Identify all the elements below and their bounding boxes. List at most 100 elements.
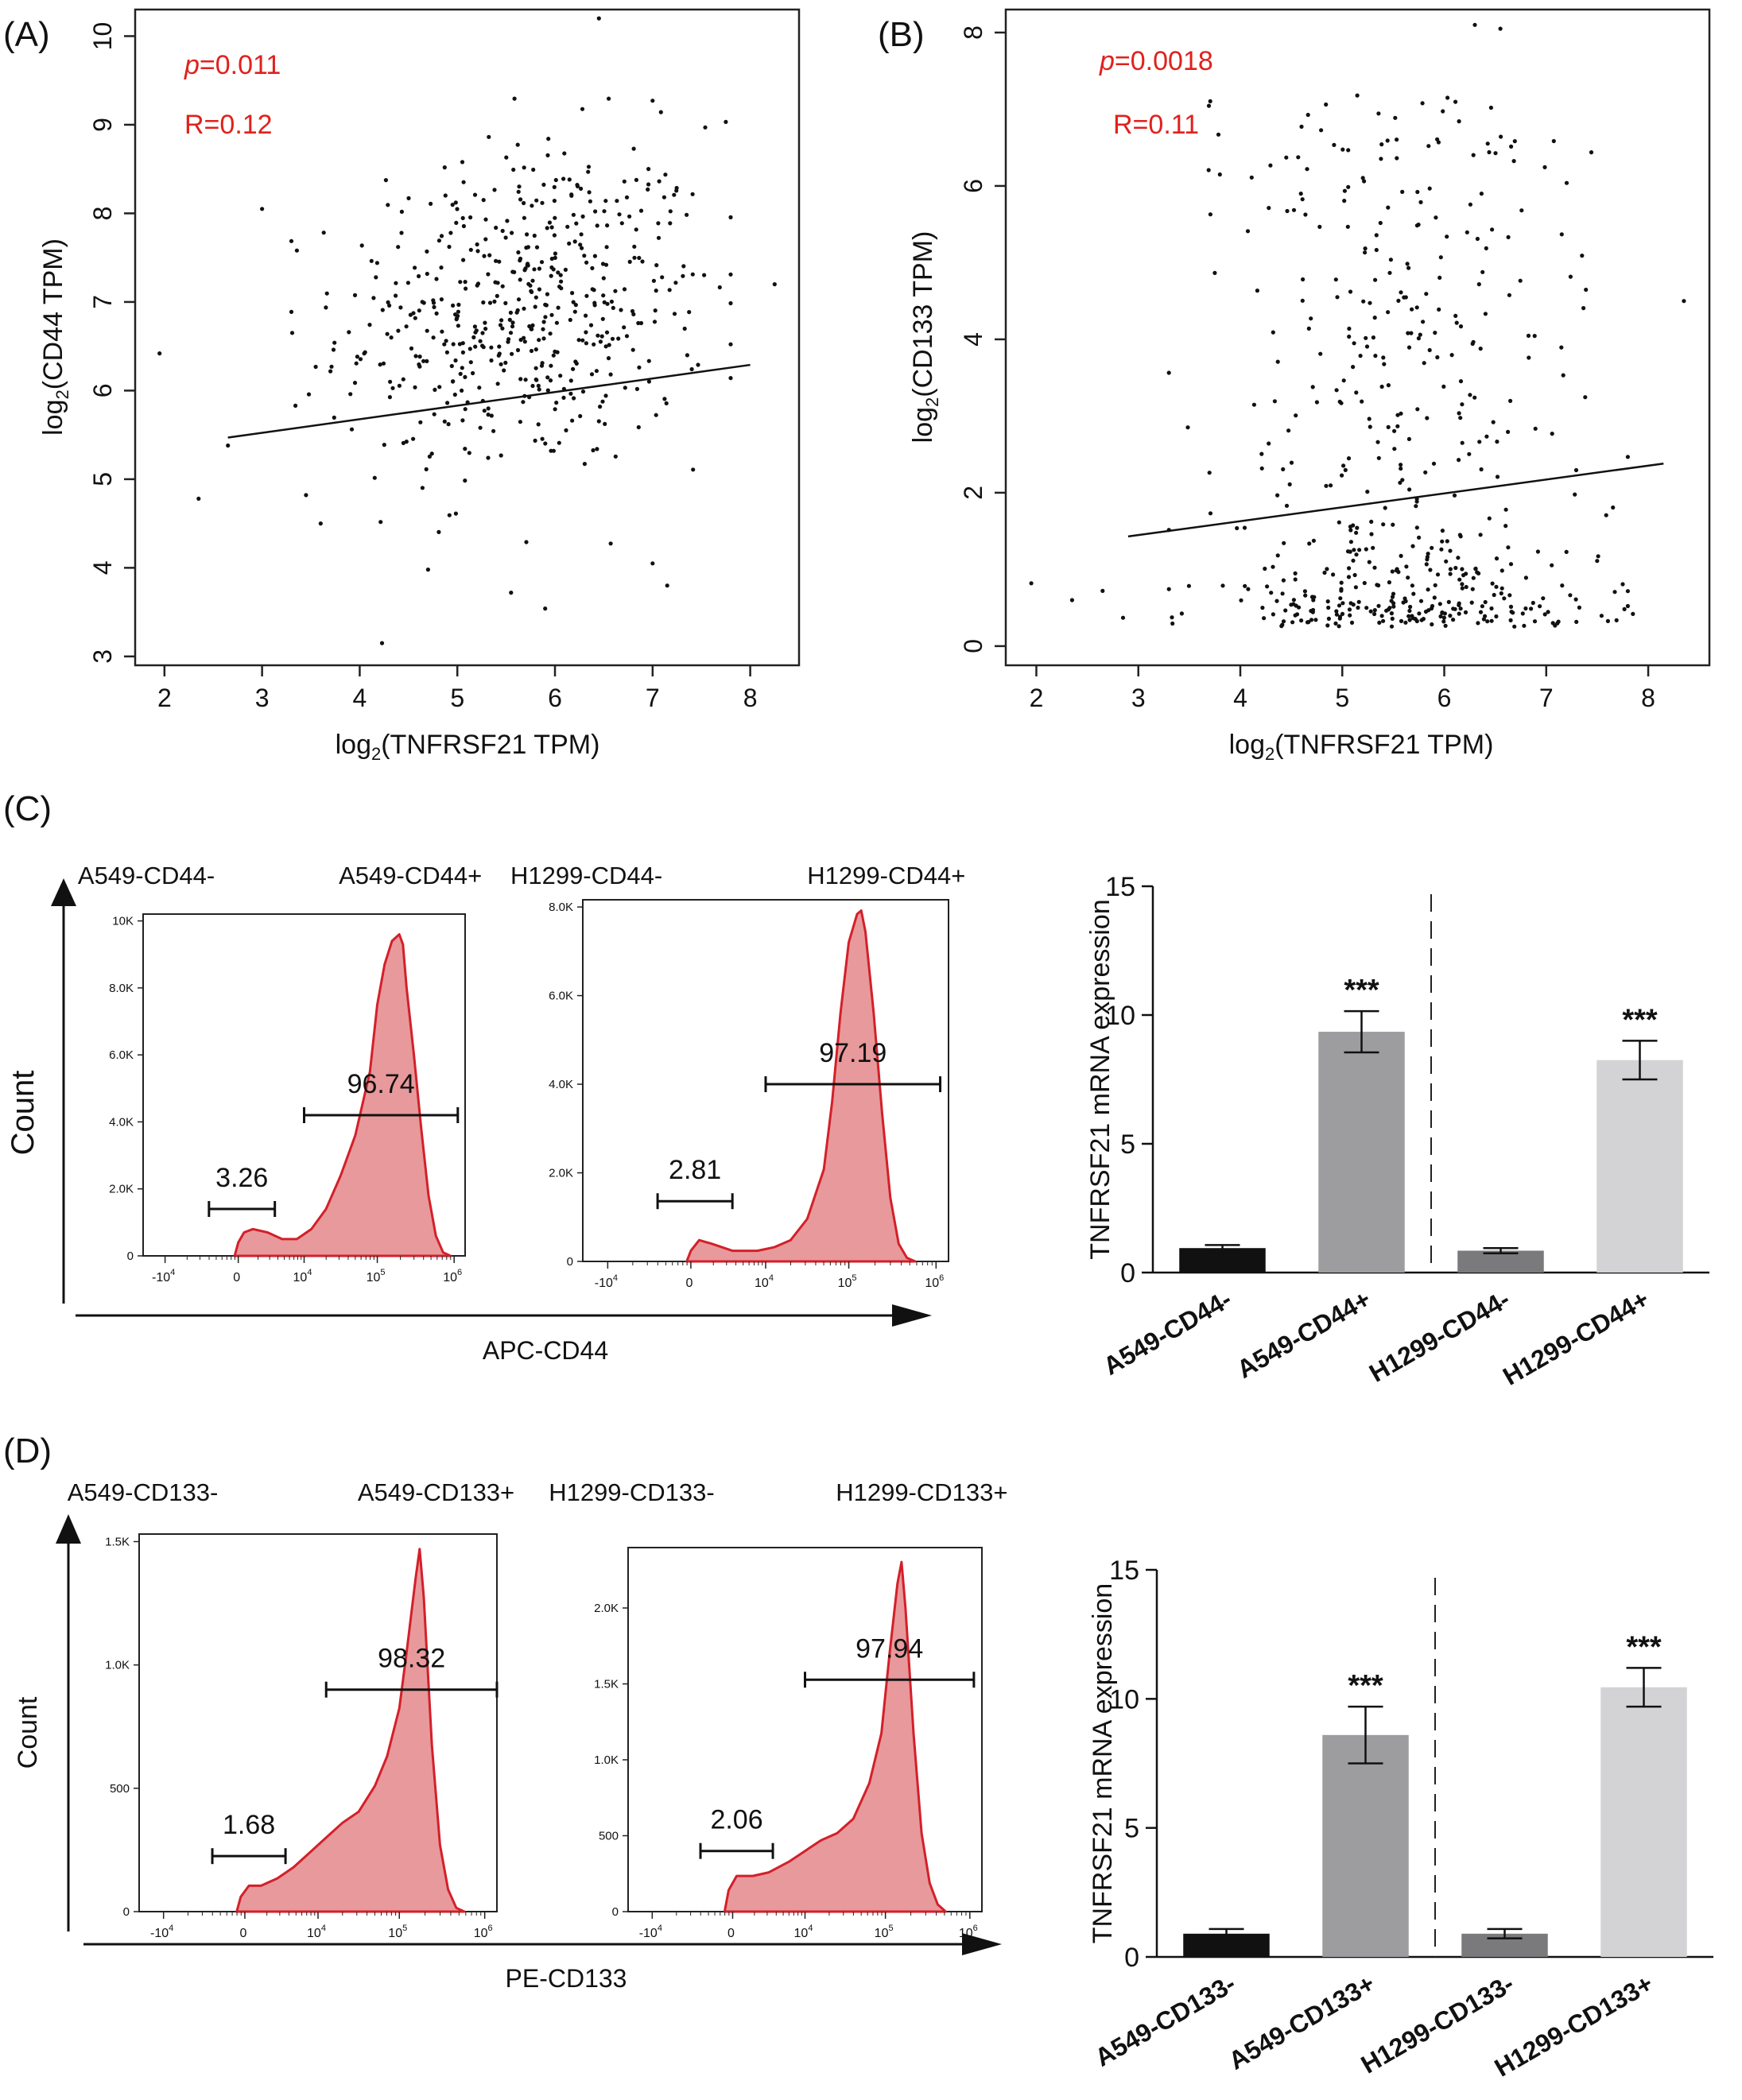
scatter-point — [1520, 611, 1525, 616]
scatter-point — [1560, 583, 1565, 588]
scatter-point — [681, 273, 685, 278]
scatter-point — [1282, 540, 1286, 545]
scatter-point — [497, 344, 502, 349]
scatter-point — [690, 192, 695, 196]
scatter-point — [598, 339, 603, 344]
scatter-point — [1337, 399, 1342, 404]
scatter-a-fit-line — [227, 363, 751, 439]
scatter-point — [532, 233, 537, 238]
scatter-point — [1369, 532, 1374, 537]
scatter-point — [499, 453, 503, 458]
scatter-point — [516, 250, 521, 255]
scatter-point — [1441, 109, 1445, 114]
scatter-point — [458, 280, 463, 285]
scatter-point — [505, 219, 510, 223]
scatter-point — [455, 207, 460, 211]
scatter-point — [658, 110, 663, 114]
bar-h1299-cd44+ — [1597, 1060, 1683, 1273]
flow-title-positive: A549-CD44+ — [339, 862, 482, 889]
scatter-point — [1325, 623, 1330, 628]
scatter-point — [1287, 482, 1292, 487]
scatter-point — [1531, 600, 1535, 606]
scatter-point — [514, 310, 519, 315]
scatter-point — [702, 273, 707, 277]
scatter-point — [1343, 467, 1348, 473]
scatter-point — [503, 360, 508, 365]
scatter-point — [1309, 595, 1315, 599]
scatter-point — [1379, 384, 1384, 389]
scatter-point — [499, 318, 504, 323]
scatter-point — [461, 180, 466, 184]
scatter-point — [1376, 603, 1381, 608]
scatter-point — [595, 447, 599, 451]
scatter-point — [545, 388, 550, 393]
flow-x-tick-label: 0 — [240, 1927, 247, 1940]
bar-category-label: H1299-CD133+ — [1490, 1969, 1658, 2083]
scatter-point — [580, 214, 585, 219]
scatter-point — [691, 467, 696, 472]
scatter-point — [406, 196, 411, 200]
scatter-point — [1620, 582, 1625, 587]
y-tick-label: 8 — [88, 207, 117, 221]
scatter-point — [1464, 584, 1468, 590]
scatter-point — [1267, 441, 1271, 446]
scatter-point — [623, 386, 627, 390]
flow-x-tick-label: 0 — [727, 1927, 735, 1940]
scatter-point — [609, 299, 615, 304]
scatter-point — [1506, 545, 1511, 550]
scatter-point — [1443, 623, 1448, 628]
scatter-point — [728, 300, 733, 306]
scatter-point — [1448, 567, 1453, 571]
scatter-point — [401, 440, 405, 446]
scatter-point — [1595, 559, 1600, 564]
scatter-point — [499, 362, 503, 366]
scatter-point — [1559, 232, 1564, 237]
scatter-point — [495, 293, 499, 298]
scatter-point — [1418, 599, 1424, 603]
scatter-point — [1446, 599, 1451, 605]
scatter-point — [1305, 620, 1310, 625]
scatter-point — [1365, 490, 1370, 494]
scatter-point — [554, 320, 560, 325]
scatter-point — [540, 200, 545, 205]
scatter-point — [1325, 599, 1330, 604]
scatter-point — [453, 200, 458, 205]
scatter-point — [1478, 610, 1484, 614]
scatter-point — [1452, 493, 1457, 498]
scatter-point — [772, 282, 777, 287]
scatter-point — [1508, 604, 1514, 610]
scatter-point — [1337, 614, 1343, 619]
y-tick-label: 6 — [959, 179, 987, 193]
scatter-point — [602, 300, 607, 304]
scatter-point — [1368, 424, 1372, 429]
scatter-point — [1573, 467, 1579, 473]
scatter-point — [1581, 306, 1586, 311]
scatter-point — [374, 261, 379, 265]
x-tick-label: 4 — [353, 684, 367, 712]
scatter-point — [1342, 199, 1347, 203]
flow-histogram-a549-cd133: A549-CD133- A549-CD133+ 0 500 1.0K 1.5K -104 0 1… — [68, 1478, 514, 1940]
flow-x-tick-label: 104 — [307, 1924, 326, 1940]
scatter-point — [1437, 602, 1442, 606]
scatter-point — [1322, 570, 1327, 575]
scatter-point — [1426, 552, 1430, 556]
scatter-point — [624, 334, 630, 339]
flow-histogram-area — [235, 1548, 466, 1913]
scatter-point — [690, 272, 695, 277]
scatter-point — [1611, 505, 1616, 510]
scatter-point — [417, 355, 422, 359]
scatter-point — [650, 99, 655, 103]
scatter-point — [1506, 429, 1511, 435]
scatter-point — [524, 540, 529, 544]
scatter-point — [640, 259, 645, 264]
scatter-point — [1460, 402, 1465, 407]
scatter-point — [1431, 461, 1437, 466]
scatter-point — [1441, 615, 1446, 620]
scatter-point — [1363, 250, 1368, 255]
scatter-point — [468, 215, 473, 220]
y-tick-label: 9 — [88, 118, 117, 132]
flow-x-tick-label: 106 — [925, 1273, 944, 1290]
scatter-b-points — [1029, 22, 1686, 629]
scatter-point — [1275, 553, 1280, 558]
scatter-point — [1473, 566, 1478, 571]
